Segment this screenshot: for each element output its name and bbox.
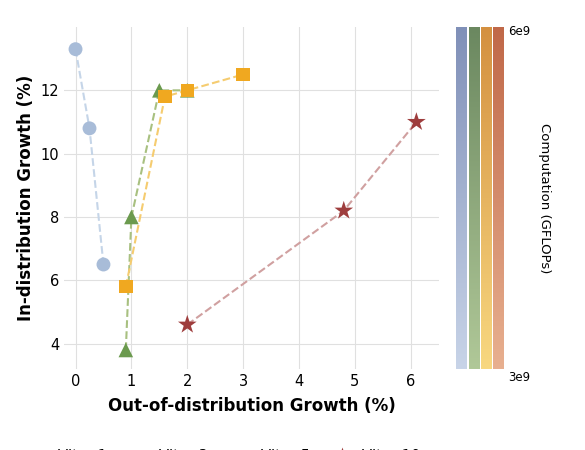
Text: Computation (GFLOPs): Computation (GFLOPs) [538,123,551,273]
Point [239,71,248,78]
Point [183,87,192,94]
Point [85,125,94,132]
Point [99,261,108,268]
Point [121,283,130,290]
Point [154,87,164,94]
Point [412,118,421,126]
Point [71,45,80,53]
Text: 3e9: 3e9 [508,371,531,384]
Point [183,87,192,94]
Point [183,321,192,328]
Text: 6e9: 6e9 [508,25,531,38]
Point [160,93,170,100]
Y-axis label: In-distribution Growth (%): In-distribution Growth (%) [18,75,35,321]
X-axis label: Out-of-distribution Growth (%): Out-of-distribution Growth (%) [108,397,395,415]
Point [121,346,130,354]
Point [339,207,349,214]
Legend: VIter 1, VIter 3, VIter 5, VIter 10: VIter 1, VIter 3, VIter 5, VIter 10 [23,449,421,450]
Point [127,213,136,220]
